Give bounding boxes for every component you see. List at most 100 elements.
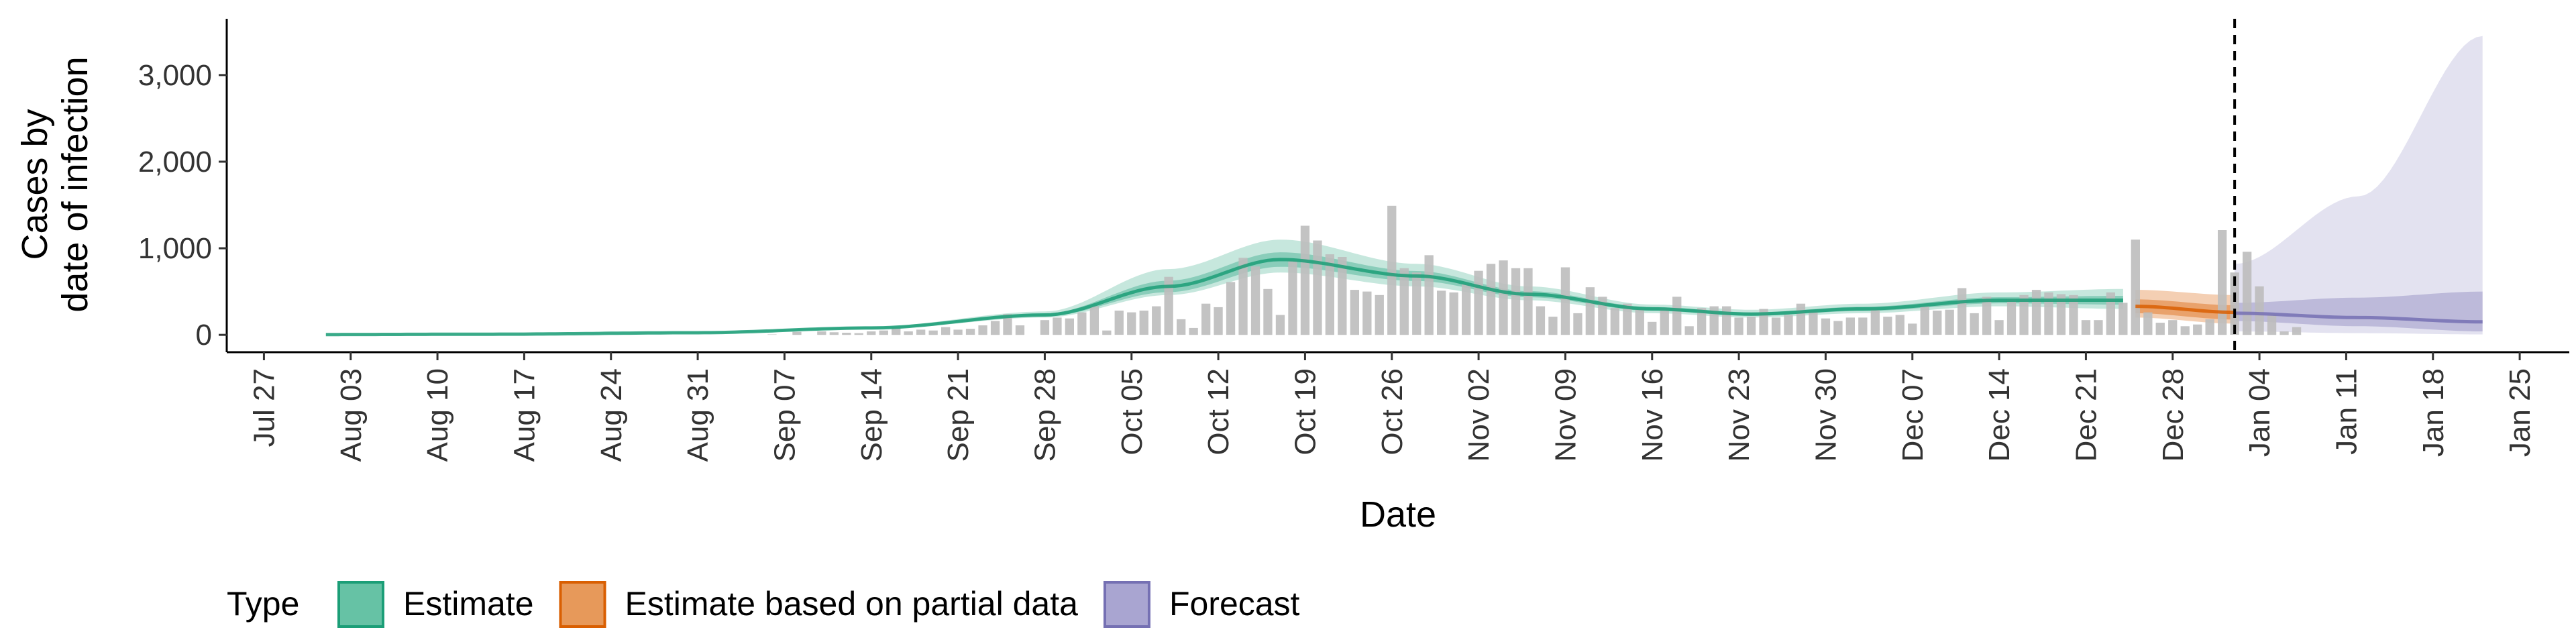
case-bar: [1486, 264, 1496, 335]
case-bar: [1313, 240, 1322, 335]
case-bar: [1189, 327, 1198, 335]
x-tick-label: Sep 21: [942, 368, 975, 462]
case-bar: [2230, 272, 2239, 335]
x-tick-label: Jan 25: [2504, 368, 2536, 457]
x-tick-label: Oct 05: [1116, 368, 1148, 455]
case-bar: [1536, 306, 1546, 335]
case-bar: [2106, 292, 2115, 335]
x-tick-label: Oct 12: [1202, 368, 1235, 455]
y-axis-ticks: 0 1,000 2,000 3,000: [138, 59, 227, 352]
case-bar: [1387, 205, 1397, 335]
x-tick-label: Jan 18: [2417, 368, 2450, 457]
case-bar: [2044, 292, 2053, 335]
case-bar: [2243, 252, 2252, 335]
case-bar: [2006, 299, 2017, 335]
case-bar: [1499, 260, 1508, 335]
case-bar: [1152, 306, 1161, 335]
case-bar: [1437, 290, 1446, 335]
x-tick-label: Oct 26: [1376, 368, 1409, 455]
x-tick-label: Nov 23: [1723, 368, 1756, 462]
x-tick-label: Aug 24: [595, 368, 628, 462]
case-bar: [842, 333, 851, 335]
case-bar: [1623, 303, 1632, 335]
legend-label-3: Forecast: [1169, 585, 1300, 623]
x-tick-label: Aug 10: [421, 368, 454, 462]
case-bar: [867, 331, 876, 335]
x-tick-label: Aug 03: [335, 368, 368, 462]
legend-key-1: [337, 581, 384, 628]
case-bar: [2218, 230, 2227, 335]
case-bar: [928, 330, 938, 335]
estimate-median: [325, 258, 2123, 337]
case-bar: [1449, 292, 1458, 335]
case-bar: [2279, 331, 2289, 335]
case-bar: [1089, 306, 1099, 335]
case-bar: [1375, 294, 1384, 335]
case-bar: [792, 331, 802, 335]
case-bar: [1250, 266, 1260, 335]
partial-outer-band: [2135, 290, 2235, 324]
case-bar: [2131, 239, 2140, 335]
x-tick-label: Oct 19: [1289, 368, 1322, 455]
case-bar: [1809, 311, 1818, 335]
x-axis-ticks: Jul 27 Aug 03 Aug 10 Aug 17 Aug 24 Aug 31 Sep …: [248, 352, 2536, 462]
case-bar: [2143, 312, 2153, 335]
x-axis-title: Date: [1360, 494, 1436, 535]
case-bar: [1177, 319, 1186, 335]
x-tick-label: Nov 02: [1462, 368, 1495, 462]
case-bar: [1077, 312, 1087, 335]
partial-median: [2135, 305, 2235, 315]
x-tick-label: Dec 07: [1896, 368, 1929, 462]
y-tick-label: 0: [196, 319, 212, 352]
forecast-outer-band: [2235, 36, 2483, 335]
case-bar: [1895, 315, 1904, 335]
case-bar: [1598, 297, 1607, 335]
case-bar: [1263, 288, 1273, 335]
forecast-inner-band: [2235, 291, 2483, 331]
case-bar: [1399, 268, 1409, 335]
case-bar: [904, 331, 913, 335]
case-bar: [1474, 270, 1483, 335]
case-bar: [1610, 308, 1619, 335]
case-bar: [1523, 268, 1533, 335]
case-bar: [1114, 311, 1124, 335]
case-bar: [879, 330, 888, 335]
case-bar: [1784, 315, 1793, 335]
case-bar: [1697, 308, 1707, 335]
case-bar: [2267, 314, 2277, 335]
case-bar: [1226, 282, 1236, 335]
case-bar: [2193, 324, 2202, 335]
case-bar: [1672, 297, 1682, 335]
case-bar: [1684, 326, 1694, 335]
y-tick-label: 1,000: [138, 232, 212, 265]
case-bar: [1920, 306, 1929, 335]
case-bar: [990, 321, 1000, 335]
case-bar: [1722, 306, 1731, 335]
case-bar: [829, 332, 839, 335]
case-bar: [1982, 297, 1992, 335]
y-tick-label: 3,000: [138, 59, 212, 92]
case-bar: [1127, 312, 1136, 335]
case-bar: [1102, 330, 1112, 335]
forecast-layer: [2235, 36, 2483, 335]
case-bar: [1933, 311, 1942, 335]
legend-key-3: [1103, 581, 1150, 628]
case-bar: [1300, 225, 1310, 335]
legend-label-2: Estimate based on partial data: [625, 585, 1079, 623]
case-bar: [817, 331, 826, 335]
case-bar: [953, 329, 963, 335]
case-bar: [1511, 268, 1521, 335]
x-tick-label: Sep 28: [1028, 368, 1061, 462]
case-bar: [1238, 258, 1248, 335]
case-bar: [916, 329, 926, 335]
x-tick-label: Jul 27: [248, 368, 280, 447]
case-bar: [1424, 255, 1434, 335]
case-bar: [1648, 321, 1657, 335]
case-bar: [1908, 323, 1917, 335]
case-bar: [1338, 257, 1347, 335]
legend-key-2: [559, 581, 606, 628]
case-bar: [1325, 254, 1334, 335]
case-bar: [1821, 318, 1831, 335]
case-bar: [1660, 308, 1669, 335]
case-bar: [1734, 317, 1743, 335]
